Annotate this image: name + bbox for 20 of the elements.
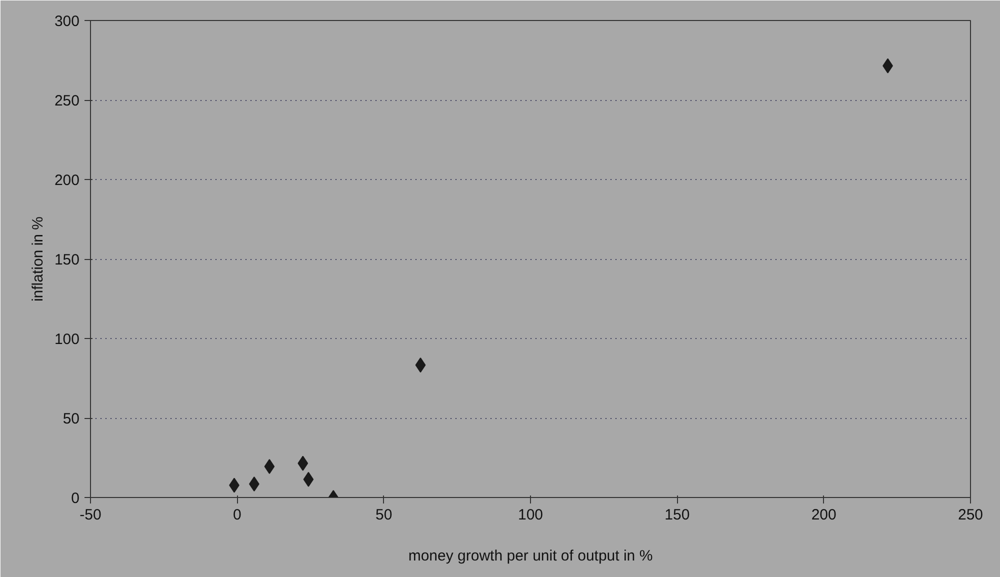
y-tick-label: 150	[54, 252, 80, 268]
x-axis-title: money growth per unit of output in %	[408, 548, 653, 564]
y-tick-label: 250	[54, 92, 80, 110]
y-tick-label: 0	[71, 490, 80, 507]
x-tick-label: 200	[811, 506, 836, 524]
point	[298, 456, 308, 471]
point	[264, 458, 275, 474]
point	[415, 358, 426, 373]
x-tick-label: 100	[518, 506, 544, 524]
x-tick-label: 0	[232, 506, 242, 524]
x-tick-label: -50	[80, 506, 102, 524]
y-axis-title: inflation in %	[29, 216, 46, 302]
x-tick-label: 250	[958, 506, 984, 524]
y-tick-label: 200	[54, 172, 80, 189]
y-tick-label: 50	[62, 410, 80, 428]
x-tick-label: 50	[375, 506, 392, 524]
point	[303, 472, 314, 487]
y-tick-label: 300	[54, 13, 80, 30]
x-tick-label: 150	[664, 506, 690, 524]
y-tick-label: 100	[54, 331, 80, 348]
